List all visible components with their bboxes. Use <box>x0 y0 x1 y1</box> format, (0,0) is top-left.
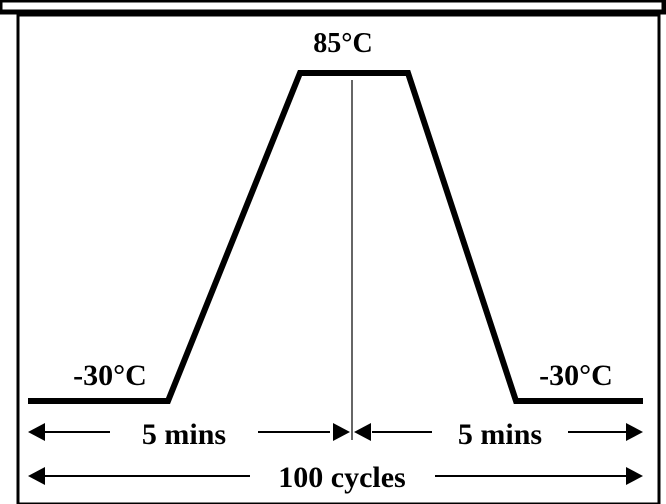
end-temp-label: -30°C <box>539 359 613 392</box>
start-temp-label: -30°C <box>73 359 147 392</box>
right-duration-arrow <box>354 423 643 441</box>
temperature-profile-line <box>28 70 643 404</box>
right-duration-label: 5 mins <box>458 418 542 451</box>
left-duration-arrow <box>28 423 350 441</box>
total-cycles-label: 100 cycles <box>278 461 405 494</box>
peak-temp-label: 85°C <box>313 28 372 59</box>
left-duration-label: 5 mins <box>142 418 226 451</box>
title-box-bottom-edge <box>0 0 666 15</box>
total-cycles-arrow <box>28 467 643 485</box>
diagram-frame <box>16 13 661 504</box>
